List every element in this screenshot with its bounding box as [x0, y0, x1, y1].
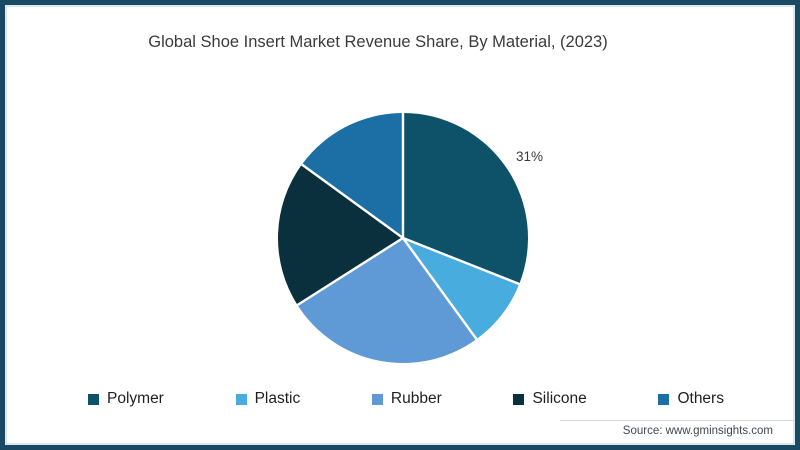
legend: Polymer Plastic Rubber Silicone Others	[88, 390, 724, 408]
pie-slice-rubber	[297, 238, 477, 364]
pie-chart-svg	[277, 113, 528, 364]
pie-slice-separator	[296, 236, 404, 306]
legend-label-rubber: Rubber	[390, 390, 442, 407]
pie-slice-separator	[402, 237, 478, 340]
legend-swatch-rubber	[371, 393, 383, 405]
polymer-share-label: 31%	[516, 149, 544, 164]
legend-swatch-plastic	[235, 393, 247, 405]
pie-slice-separator	[402, 236, 520, 286]
legend-label-others: Others	[677, 390, 724, 407]
legend-item-plastic: Plastic	[235, 390, 301, 408]
legend-item-others: Others	[658, 390, 724, 408]
pie-slice-others	[301, 113, 403, 238]
legend-swatch-polymer	[88, 393, 99, 405]
source-attribution: Source: www.gminsights.com	[622, 425, 773, 437]
legend-label-silicone: Silicone	[532, 390, 587, 407]
pie-slice-polymer	[403, 113, 528, 285]
footer-divider	[560, 420, 795, 421]
legend-item-rubber: Rubber	[371, 390, 442, 408]
legend-swatch-others	[658, 393, 670, 405]
chart-title: Global Shoe Insert Market Revenue Share,…	[148, 33, 608, 51]
legend-label-plastic: Plastic	[254, 390, 301, 407]
legend-label-polymer: Polymer	[107, 390, 164, 407]
pie-slice-plastic	[403, 238, 520, 340]
pie-slice-separator	[301, 163, 404, 239]
legend-item-polymer: Polymer	[88, 390, 164, 408]
legend-swatch-silicone	[513, 393, 525, 405]
pie-chart	[273, 108, 533, 368]
pie-slice-silicone	[277, 164, 403, 305]
legend-item-silicone: Silicone	[513, 390, 587, 408]
